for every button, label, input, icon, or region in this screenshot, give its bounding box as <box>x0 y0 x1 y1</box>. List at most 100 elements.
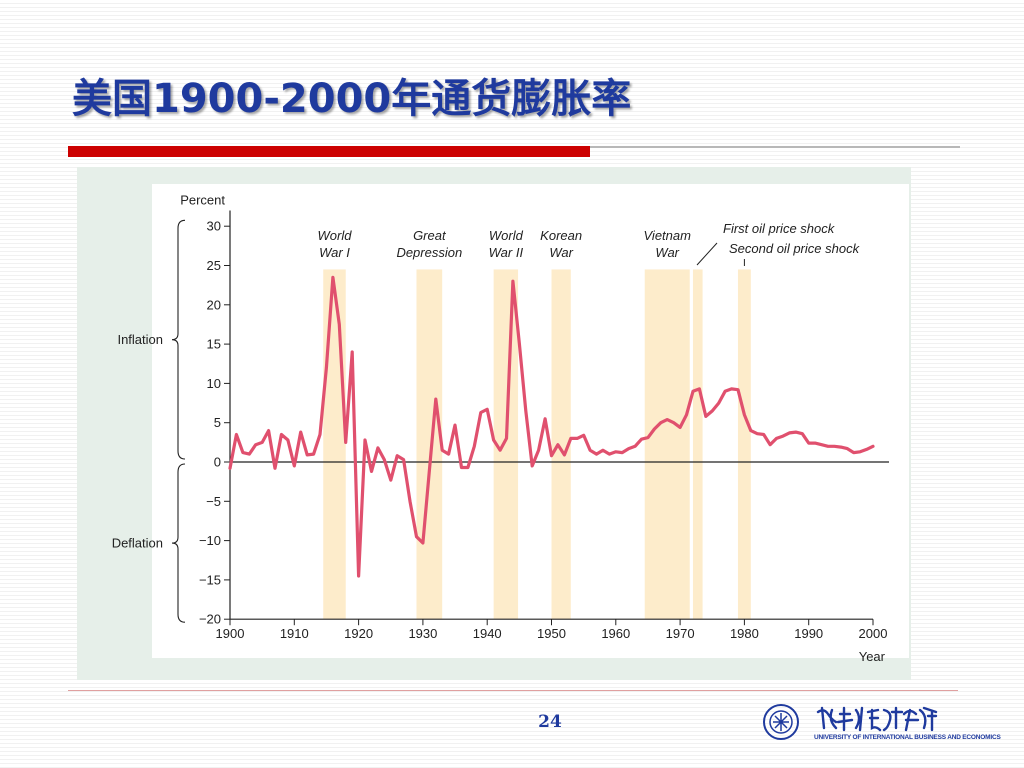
labels: World War I Great Depression World War II Kore… <box>112 192 886 664</box>
data-point <box>313 453 315 455</box>
event-band-1 <box>416 269 443 620</box>
data-point <box>435 398 437 400</box>
x-tick-label: 1900 <box>216 626 245 641</box>
y-tick-label: 25 <box>207 258 221 273</box>
data-point <box>364 439 366 441</box>
x-tick-label: 1930 <box>408 626 437 641</box>
data-point <box>782 435 784 437</box>
data-point <box>621 452 623 454</box>
y-tick-label: 0 <box>214 455 221 470</box>
title-underline-red <box>68 146 590 157</box>
data-point <box>647 437 649 439</box>
data-point <box>505 437 508 439</box>
event-label-1-0: Great <box>413 228 447 243</box>
data-point <box>274 467 276 469</box>
data-point <box>640 438 643 440</box>
data-point <box>743 414 746 416</box>
event-label-3-1: War <box>549 245 573 260</box>
y-tick-label: 10 <box>207 376 221 391</box>
range-brace-0 <box>171 219 186 460</box>
data-point <box>544 418 546 420</box>
x-tick-label: 1970 <box>666 626 695 641</box>
x-tick-label: 2000 <box>859 626 888 641</box>
data-point <box>602 449 604 451</box>
event-band-3 <box>551 269 571 620</box>
data-point <box>377 447 379 449</box>
y-tick-label: 20 <box>207 297 221 312</box>
data-point <box>325 367 327 369</box>
data-point <box>775 437 778 439</box>
data-point <box>338 323 340 325</box>
plot-background <box>152 184 909 658</box>
data-point <box>795 431 797 433</box>
data-point <box>493 439 495 441</box>
data-point <box>454 424 456 426</box>
data-point <box>730 388 733 390</box>
data-point <box>679 426 681 428</box>
data-point <box>531 465 533 467</box>
event-band-0 <box>323 269 346 620</box>
data-point <box>628 448 630 450</box>
x-tick-label: 1940 <box>473 626 502 641</box>
data-point <box>229 467 231 469</box>
x-tick-label: 1960 <box>601 626 630 641</box>
data-point <box>563 454 565 456</box>
data-point <box>300 431 302 433</box>
data-point <box>480 411 482 414</box>
data-point <box>872 445 874 447</box>
range-brace-1 <box>171 463 186 623</box>
data-point <box>512 280 514 282</box>
event-band-6 <box>737 269 751 620</box>
y-tick-label: 30 <box>207 219 221 234</box>
data-point <box>827 445 829 447</box>
data-point <box>833 445 836 447</box>
data-point <box>557 444 559 446</box>
data-point <box>737 389 739 391</box>
data-point <box>415 536 418 538</box>
data-point <box>859 451 861 453</box>
y-tick-label: 15 <box>207 337 221 352</box>
data-point <box>332 276 334 278</box>
data-point <box>345 441 347 443</box>
data-point <box>486 408 488 410</box>
data-point <box>718 402 720 404</box>
data-point <box>293 465 295 467</box>
slide-title: 美国1900-2000年通货膨胀率 <box>72 76 632 122</box>
data-point <box>788 432 791 434</box>
data-point <box>724 390 726 392</box>
data-point <box>422 542 424 544</box>
y-tick-label: −10 <box>199 533 221 548</box>
range-label-0: Inflation <box>117 332 163 347</box>
data-point <box>403 459 405 461</box>
calligraphy-mark <box>816 706 938 732</box>
title-underline-gray <box>590 146 960 148</box>
data-point <box>840 446 842 448</box>
x-tick-label: 1920 <box>344 626 373 641</box>
data-point <box>821 444 823 446</box>
data-point <box>808 442 810 444</box>
data-point <box>287 439 289 441</box>
event-label-3-0: Korean <box>540 228 582 243</box>
y-axis-title: Percent <box>180 192 225 207</box>
event-label-0-1: War I <box>319 245 350 260</box>
data-point <box>383 459 385 461</box>
data-point <box>666 419 668 421</box>
event-bands <box>323 269 751 620</box>
data-point <box>538 449 540 451</box>
event-label-4-0: Vietnam <box>644 228 692 243</box>
data-point <box>467 466 469 469</box>
leader-line-5 <box>696 242 718 266</box>
event-label-1-1: Depression <box>396 245 462 260</box>
data-point <box>750 430 752 432</box>
data-point <box>853 452 855 454</box>
data-point <box>653 428 656 430</box>
data-point <box>698 388 701 390</box>
data-point <box>460 466 463 469</box>
y-tick-label: −15 <box>199 572 221 587</box>
event-label-5: First oil price shock <box>723 221 836 236</box>
event-label-0-0: World <box>318 228 353 243</box>
data-point <box>576 437 578 439</box>
data-point <box>634 445 636 447</box>
x-axis-title: Year <box>859 649 886 664</box>
